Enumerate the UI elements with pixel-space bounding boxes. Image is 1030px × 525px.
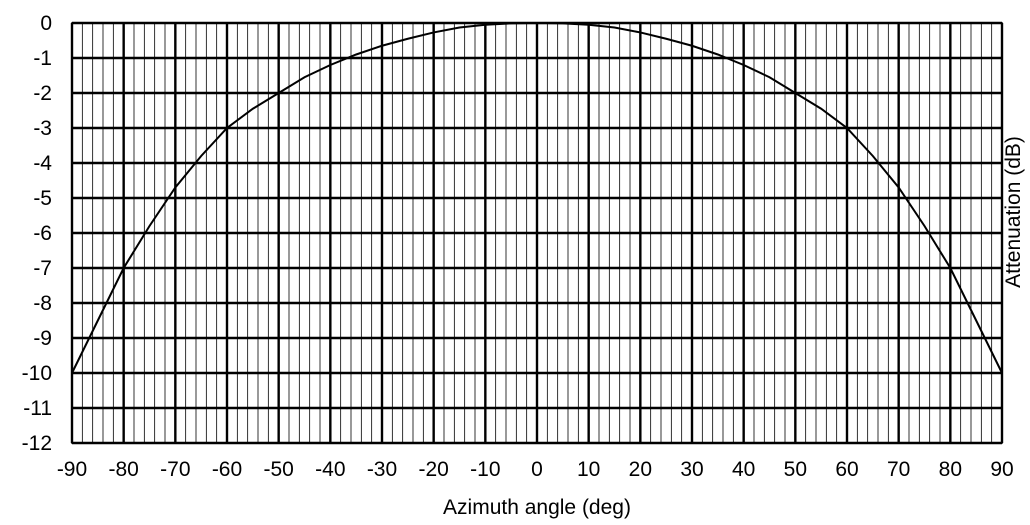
x-tick-label: -40 [315, 458, 345, 481]
x-tick-label: 40 [732, 458, 755, 481]
x-tick-label: 80 [939, 458, 962, 481]
x-tick-label: 0 [531, 458, 543, 481]
y-tick-label: -5 [33, 187, 52, 210]
y-tick-label: -8 [33, 292, 52, 315]
y-tick-label: -10 [22, 362, 52, 385]
y-tick-label: -1 [33, 47, 52, 70]
x-tick-label: 20 [629, 458, 652, 481]
x-tick-label: 70 [887, 458, 910, 481]
x-tick-label: -50 [263, 458, 293, 481]
y-tick-label: -3 [33, 117, 52, 140]
x-axis-title: Azimuth angle (deg) [443, 496, 631, 519]
x-tick-label: -60 [212, 458, 242, 481]
x-tick-label: 60 [835, 458, 858, 481]
x-tick-label: -90 [57, 458, 87, 481]
x-tick-label: -30 [367, 458, 397, 481]
x-tick-label: 30 [680, 458, 703, 481]
y-tick-label: -7 [33, 257, 52, 280]
x-tick-label: 50 [784, 458, 807, 481]
y-tick-label: -9 [33, 327, 52, 350]
y-tick-label: -12 [22, 432, 52, 455]
major-grid [70, 21, 1004, 445]
y-tick-labels: 0 -1 -2 -3 -4 -5 -6 -7 -8 -9 -10 -11 -12 [22, 12, 53, 455]
y-tick-label: 0 [40, 12, 52, 35]
y-tick-label: -4 [33, 152, 52, 175]
x-tick-label: -70 [160, 458, 190, 481]
y-axis-title: Attenuation (dB) [1002, 136, 1025, 288]
y-tick-label: -6 [33, 222, 52, 245]
x-tick-labels: -90 -80 -70 -60 -50 -40 -30 -20 -10 0 10 20 30 40 50 60… [57, 458, 1014, 481]
y-tick-label: -2 [33, 82, 52, 105]
y-tick-label: -11 [23, 397, 52, 420]
x-tick-label: -20 [418, 458, 448, 481]
x-tick-label: -10 [470, 458, 500, 481]
x-tick-label: -80 [108, 458, 138, 481]
x-tick-label: 90 [990, 458, 1013, 481]
x-tick-label: 10 [577, 458, 600, 481]
series-line-attenuation [71, 21, 1003, 374]
